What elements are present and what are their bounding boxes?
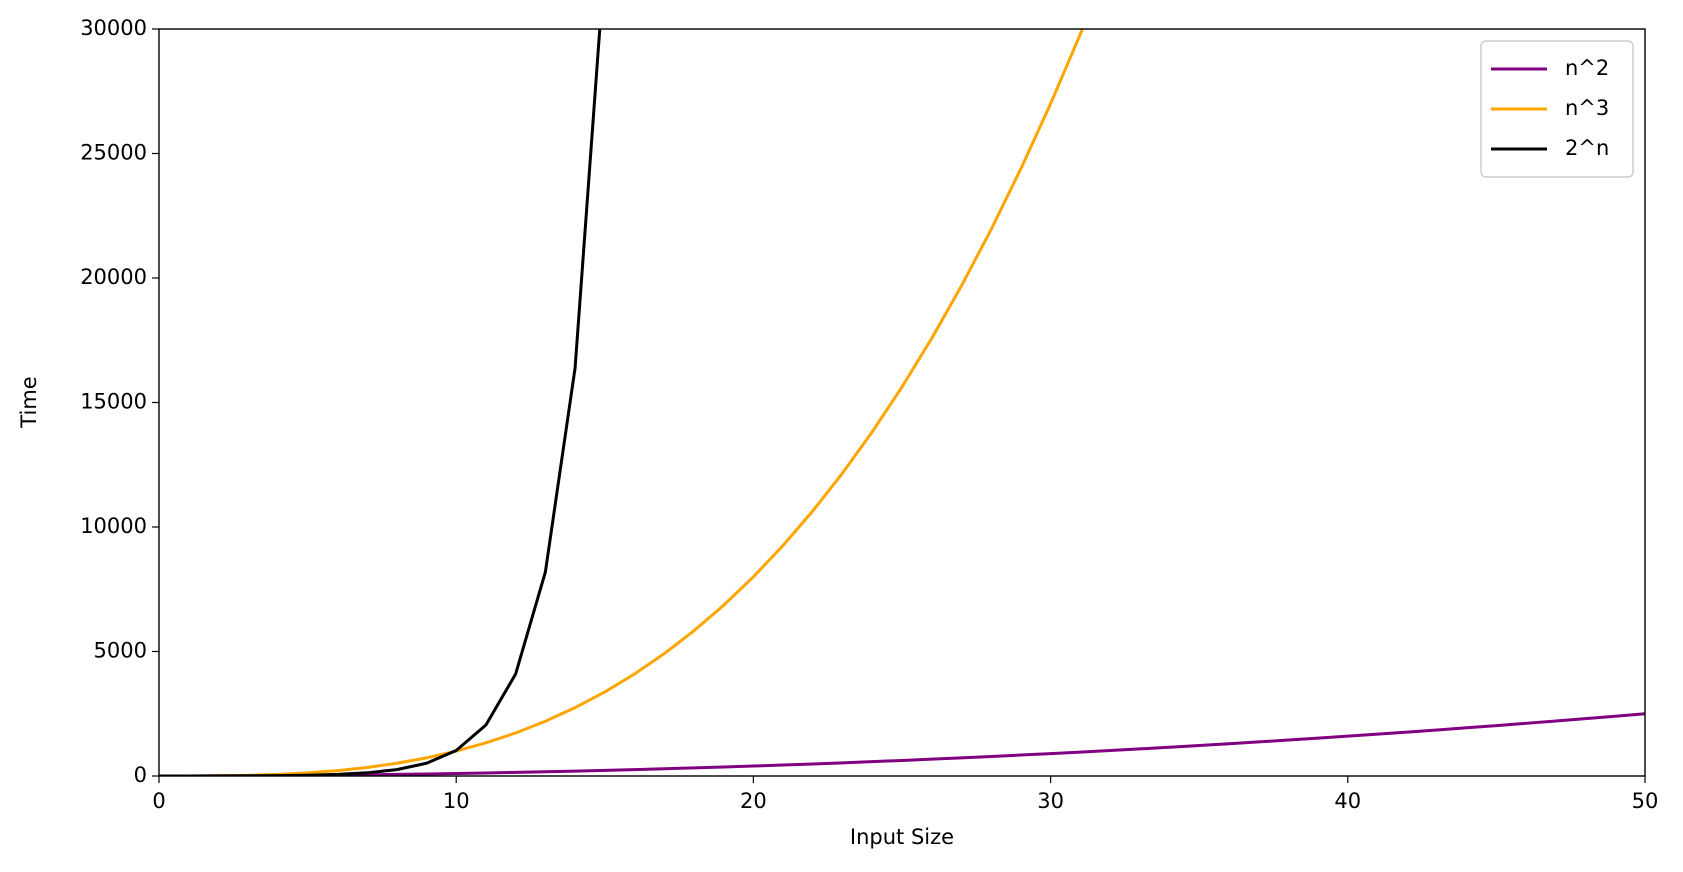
x-tick-label: 50 — [1632, 789, 1659, 813]
x-tick-label: 0 — [152, 789, 165, 813]
y-tick-label: 0 — [134, 763, 147, 787]
plot-area — [159, 29, 1645, 776]
y-tick-label: 30000 — [80, 16, 147, 40]
y-axis-label: Time — [17, 376, 41, 428]
y-tick-label: 20000 — [80, 265, 147, 289]
legend-label: 2^n — [1565, 136, 1609, 160]
x-tick-label: 40 — [1334, 789, 1361, 813]
x-tick-label: 30 — [1037, 789, 1064, 813]
x-axis-label: Input Size — [850, 825, 954, 849]
series-line — [159, 712, 1645, 776]
legend-box — [1480, 40, 1634, 178]
y-tick-label: 10000 — [80, 514, 147, 538]
legend-label: n^3 — [1565, 96, 1609, 120]
y-tick-label: 5000 — [94, 639, 147, 663]
y-tick-label: 15000 — [80, 390, 147, 414]
x-tick-label: 10 — [443, 789, 470, 813]
x-tick-label: 20 — [740, 789, 767, 813]
series-line — [159, 29, 602, 776]
legend-label: n^2 — [1565, 56, 1609, 80]
plot-frame — [158, 28, 1646, 777]
series-line — [159, 29, 1085, 776]
y-tick-label: 25000 — [80, 141, 147, 165]
